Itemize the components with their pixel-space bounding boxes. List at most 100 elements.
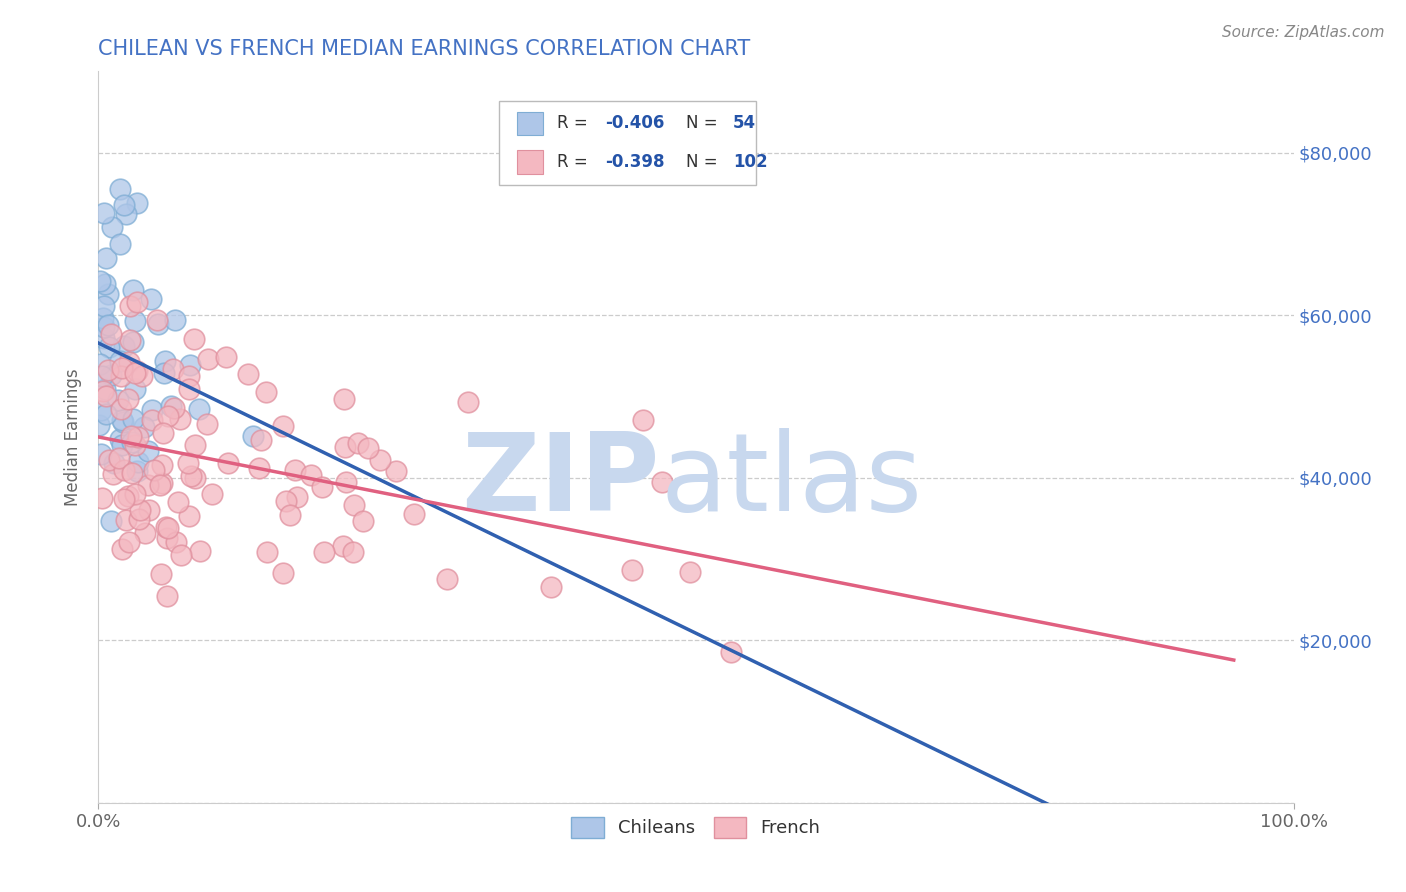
Point bbox=[127, 455, 149, 469]
Point bbox=[149, 478, 172, 492]
Point bbox=[112, 198, 135, 212]
Point bbox=[162, 361, 184, 376]
Point bbox=[110, 182, 132, 196]
Point bbox=[128, 512, 150, 526]
Point bbox=[97, 363, 120, 377]
Point bbox=[91, 384, 114, 399]
Point bbox=[108, 432, 131, 446]
Point bbox=[201, 487, 224, 501]
Point bbox=[299, 468, 322, 483]
Point bbox=[111, 542, 134, 557]
Point bbox=[332, 540, 354, 554]
Point bbox=[93, 205, 115, 219]
Point bbox=[122, 335, 145, 350]
Text: N =: N = bbox=[686, 114, 723, 132]
Point bbox=[120, 429, 142, 443]
Point bbox=[214, 351, 236, 365]
Point bbox=[100, 514, 122, 528]
Point bbox=[125, 196, 148, 211]
Point bbox=[117, 392, 139, 406]
Point bbox=[94, 388, 117, 402]
Point bbox=[138, 502, 160, 516]
Point bbox=[134, 526, 156, 541]
Point bbox=[180, 469, 202, 483]
Point bbox=[343, 498, 366, 512]
Point bbox=[118, 355, 141, 369]
Point bbox=[256, 544, 278, 558]
Point bbox=[183, 438, 205, 452]
Point bbox=[122, 283, 145, 297]
Point bbox=[141, 293, 163, 307]
Point bbox=[121, 412, 143, 426]
Point bbox=[111, 415, 134, 429]
Point bbox=[93, 382, 115, 396]
Y-axis label: Median Earnings: Median Earnings bbox=[65, 368, 83, 506]
Point bbox=[110, 369, 132, 384]
Point bbox=[163, 313, 186, 327]
Point bbox=[346, 436, 368, 450]
Point bbox=[143, 463, 166, 477]
Point bbox=[357, 441, 380, 455]
Point bbox=[156, 590, 179, 604]
Point bbox=[93, 331, 115, 345]
Point bbox=[188, 402, 211, 417]
Point bbox=[156, 409, 179, 424]
Point bbox=[176, 456, 198, 470]
Point bbox=[97, 318, 120, 333]
Point bbox=[278, 508, 301, 523]
Point bbox=[115, 207, 138, 221]
Point bbox=[89, 417, 111, 432]
Point bbox=[108, 450, 131, 465]
Text: ZIP: ZIP bbox=[461, 428, 661, 534]
Point bbox=[112, 463, 135, 477]
Point bbox=[284, 463, 307, 477]
Point bbox=[90, 491, 112, 505]
Point bbox=[94, 407, 117, 421]
Point bbox=[183, 332, 205, 346]
Point bbox=[651, 475, 673, 489]
Point bbox=[134, 419, 156, 434]
Point bbox=[342, 545, 364, 559]
Point bbox=[368, 452, 391, 467]
Point bbox=[93, 319, 115, 334]
Point bbox=[90, 402, 112, 417]
Point bbox=[110, 402, 132, 417]
Point bbox=[720, 645, 742, 659]
Point bbox=[112, 491, 135, 506]
Point bbox=[165, 534, 187, 549]
Point bbox=[250, 433, 273, 447]
Point bbox=[118, 333, 141, 347]
Text: CHILEAN VS FRENCH MEDIAN EARNINGS CORRELATION CHART: CHILEAN VS FRENCH MEDIAN EARNINGS CORREL… bbox=[98, 38, 751, 59]
Point bbox=[124, 487, 146, 501]
Legend: Chileans, French: Chileans, French bbox=[564, 810, 828, 845]
Text: R =: R = bbox=[557, 114, 593, 132]
Point bbox=[285, 490, 308, 504]
Text: 54: 54 bbox=[733, 114, 756, 132]
Point bbox=[238, 367, 260, 381]
Point bbox=[103, 456, 125, 470]
Point bbox=[276, 494, 298, 508]
Point bbox=[89, 274, 111, 288]
Point bbox=[93, 277, 115, 291]
Point bbox=[169, 412, 191, 426]
Point bbox=[217, 456, 239, 470]
Point bbox=[124, 382, 146, 396]
Point bbox=[98, 453, 121, 467]
Point bbox=[155, 519, 177, 533]
Point bbox=[679, 566, 702, 580]
Point bbox=[124, 366, 146, 380]
Point bbox=[195, 417, 218, 431]
Point bbox=[114, 513, 136, 527]
Point bbox=[129, 502, 152, 516]
Point bbox=[91, 311, 114, 326]
Text: N =: N = bbox=[686, 153, 723, 171]
Point bbox=[110, 438, 132, 452]
Point bbox=[148, 317, 170, 331]
Point bbox=[125, 364, 148, 378]
Point bbox=[170, 548, 193, 562]
Point bbox=[150, 458, 173, 473]
Point bbox=[93, 299, 115, 313]
FancyBboxPatch shape bbox=[517, 112, 543, 135]
Point bbox=[111, 361, 134, 376]
Point bbox=[404, 507, 426, 521]
